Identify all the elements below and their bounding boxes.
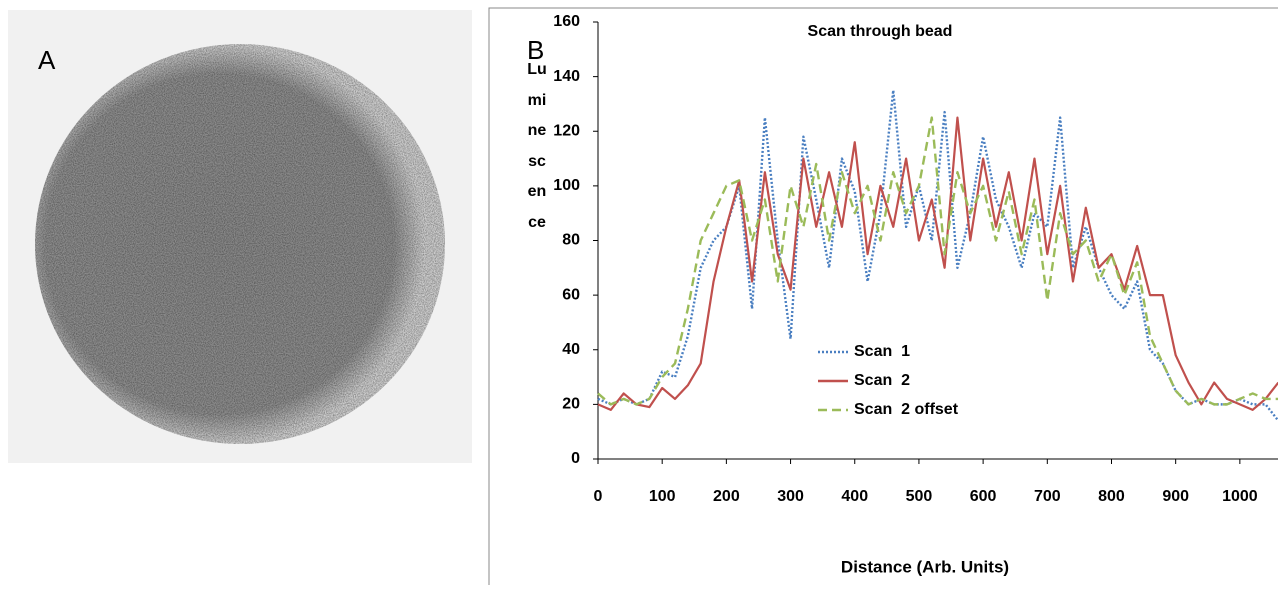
y-tick-label: 0 [571,450,580,467]
x-tick-label: 500 [906,488,933,505]
x-tick-label: 100 [649,488,676,505]
x-tick-label: 800 [1098,488,1125,505]
x-tick-label: 0 [594,488,603,505]
x-tick-label: 300 [777,488,804,505]
x-tick-label: 400 [841,488,868,505]
legend-label: Scan 2 [854,372,910,389]
series-line [597,116,1278,411]
y-axis-title: Luminescence [527,61,547,231]
x-axis-title: Distance (Arb. Units) [841,557,1009,576]
x-tick-label: 200 [713,488,740,505]
series-line [597,116,1278,406]
x-tick-label: 600 [970,488,997,505]
y-tick-label: 40 [562,341,580,358]
bead-noise [35,44,445,444]
panel-frame [488,7,1278,590]
series-line [597,89,1278,422]
legend-label: Scan 1 [854,343,910,360]
legend-label: Scan 2 offset [854,401,959,418]
y-tick-label: 20 [562,396,580,413]
y-tick-label: 100 [553,177,580,194]
y-tick-label: 120 [553,122,580,139]
x-tick-label: 900 [1162,488,1189,505]
y-tick-label: 80 [562,232,580,249]
panel-label: B [527,35,544,65]
chart-title: Scan through bead [808,23,953,40]
y-tick-label: 160 [553,13,580,30]
y-tick-label: 140 [553,68,580,85]
panel-label: A [38,45,56,75]
x-tick-label: 700 [1034,488,1061,505]
y-tick-label: 60 [562,286,580,303]
x-tick-label: 1000 [1222,488,1258,505]
